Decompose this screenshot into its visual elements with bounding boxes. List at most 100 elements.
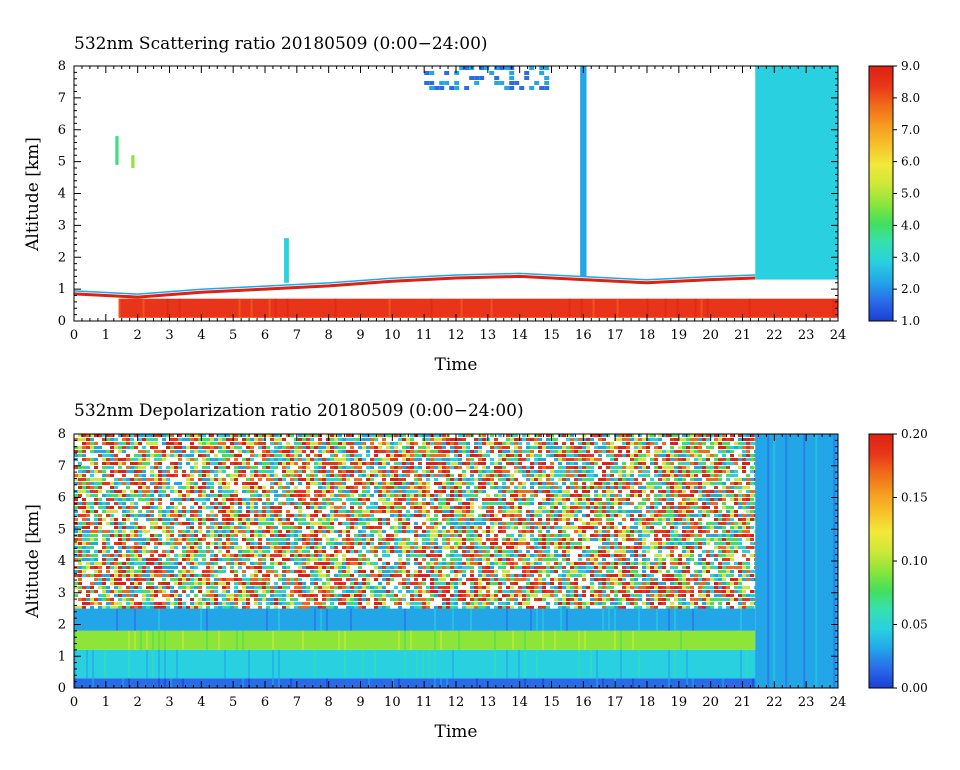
y-tick-label: 3 (58, 218, 66, 233)
x-tick-label: 21 (734, 695, 751, 710)
y-tick-label: 5 (58, 155, 66, 170)
y-tick-label: 4 (58, 187, 66, 202)
x-tick-label: 15 (543, 695, 560, 710)
x-tick-label: 2 (134, 328, 142, 343)
y-tick-label: 3 (58, 586, 66, 601)
heatmap-feature (580, 66, 587, 277)
x-tick-label: 18 (639, 695, 656, 710)
y-tick-label: 2 (58, 618, 66, 633)
panel-title: 532nm Depolarization ratio 20180509 (0:0… (74, 401, 524, 421)
x-tick-label: 5 (229, 328, 237, 343)
x-tick-label: 13 (480, 328, 497, 343)
colorbar-tick-label: 8.0 (901, 91, 920, 105)
x-tick-label: 15 (543, 328, 560, 343)
colorbar: 1.0 2.0 3.0 4.0 5.0 6.0 7.0 8.0 9.0 (868, 59, 920, 328)
colorbar-tick-label: 7.0 (901, 123, 920, 137)
heatmap-feature (755, 434, 838, 688)
colorbar-tick-label: 0.05 (901, 618, 928, 632)
x-tick-label: 14 (511, 328, 528, 343)
heatmap-feature (284, 238, 289, 283)
x-tick-label: 24 (830, 328, 847, 343)
x-tick-label: 23 (798, 328, 815, 343)
colorbar-tick-label: 3.0 (901, 250, 920, 264)
x-tick-label: 21 (734, 328, 751, 343)
x-tick-label: 2 (134, 695, 142, 710)
x-tick-label: 4 (197, 695, 205, 710)
depolarization-ratio-panel: 532nm Depolarization ratio 20180509 (0:0… (23, 401, 928, 742)
x-tick-label: 10 (384, 695, 401, 710)
y-tick-label: 1 (58, 282, 66, 297)
x-tick-label: 9 (356, 328, 364, 343)
x-tick-label: 16 (575, 328, 592, 343)
heatmap-feature (74, 608, 756, 631)
colorbar-tick-label: 0.15 (901, 491, 928, 505)
x-tick-label: 5 (229, 695, 237, 710)
x-axis-label: Time (435, 355, 478, 375)
x-axis: 0 1 2 3 4 5 6 7 8 9 10 11 12 13 14 15 16 17 18 19 20 21 22 23 24 (70, 66, 846, 343)
x-tick-label: 11 (416, 328, 433, 343)
colorbar-tick-label: 9.0 (901, 59, 920, 73)
x-tick-label: 7 (293, 328, 301, 343)
x-axis-label: Time (435, 722, 478, 742)
heatmap-feature (424, 66, 550, 90)
x-tick-label: 12 (448, 328, 465, 343)
x-axis: 0 1 2 3 4 5 6 7 8 9 10 11 12 13 14 15 16 17 18 19 20 21 22 23 24 (70, 434, 846, 710)
x-tick-label: 20 (702, 328, 719, 343)
panel-title: 532nm Scattering ratio 20180509 (0:00−24… (74, 34, 488, 54)
x-tick-label: 17 (607, 695, 624, 710)
x-tick-label: 0 (70, 695, 78, 710)
x-tick-label: 14 (511, 695, 528, 710)
heatmap-feature (115, 136, 119, 165)
plot-area (73, 433, 839, 689)
heatmap-feature (74, 274, 756, 299)
x-tick-label: 24 (830, 695, 847, 710)
x-tick-label: 10 (384, 328, 401, 343)
y-tick-label: 6 (58, 123, 66, 138)
colorbar-tick-label: 6.0 (901, 155, 920, 169)
y-tick-label: 8 (58, 427, 66, 442)
colorbar: 0.00 0.05 0.10 0.15 0.20 (868, 427, 928, 695)
y-tick-label: 1 (58, 649, 66, 664)
x-tick-label: 8 (325, 328, 333, 343)
x-tick-label: 17 (607, 328, 624, 343)
x-tick-label: 1 (102, 695, 110, 710)
y-tick-label: 2 (58, 250, 66, 265)
y-axis: 0 1 2 3 4 5 6 7 8 (58, 59, 838, 329)
scattering-ratio-panel: 532nm Scattering ratio 20180509 (0:00−24… (23, 34, 920, 375)
heatmap-content (74, 66, 838, 318)
heatmap-feature (74, 434, 758, 609)
heatmap-feature (74, 649, 838, 679)
y-tick-label: 7 (58, 459, 66, 474)
y-tick-label: 4 (58, 554, 66, 569)
y-tick-label: 6 (58, 491, 66, 506)
x-tick-label: 4 (197, 328, 205, 343)
colorbar-tick-label: 0.20 (901, 427, 928, 441)
heatmap-content (74, 434, 838, 688)
x-tick-label: 16 (575, 695, 592, 710)
x-tick-label: 9 (356, 695, 364, 710)
x-tick-label: 13 (480, 695, 497, 710)
heatmap-feature (131, 155, 135, 168)
colorbar-tick-label: 0.00 (901, 681, 928, 695)
colorbar-tick-label: 0.10 (901, 554, 928, 568)
x-tick-label: 6 (261, 695, 269, 710)
colorbar-tick-label: 5.0 (901, 187, 920, 201)
heatmap-feature (74, 630, 756, 650)
x-tick-label: 22 (766, 695, 783, 710)
y-tick-label: 7 (58, 91, 66, 106)
x-tick-label: 3 (165, 695, 173, 710)
colorbar-tick-label: 2.0 (901, 282, 920, 296)
x-tick-label: 12 (448, 695, 465, 710)
heatmap-feature (118, 298, 838, 318)
y-tick-label: 0 (58, 681, 66, 696)
x-tick-label: 6 (261, 328, 269, 343)
y-axis: 0 1 2 3 4 5 6 7 8 (58, 427, 838, 696)
y-axis-label: Altitude [km] (23, 137, 43, 252)
x-tick-label: 18 (639, 328, 656, 343)
y-tick-label: 8 (58, 59, 66, 74)
y-tick-label: 0 (58, 314, 66, 329)
x-tick-label: 1 (102, 328, 110, 343)
x-tick-label: 20 (702, 695, 719, 710)
colorbar-tick-label: 1.0 (901, 314, 920, 328)
